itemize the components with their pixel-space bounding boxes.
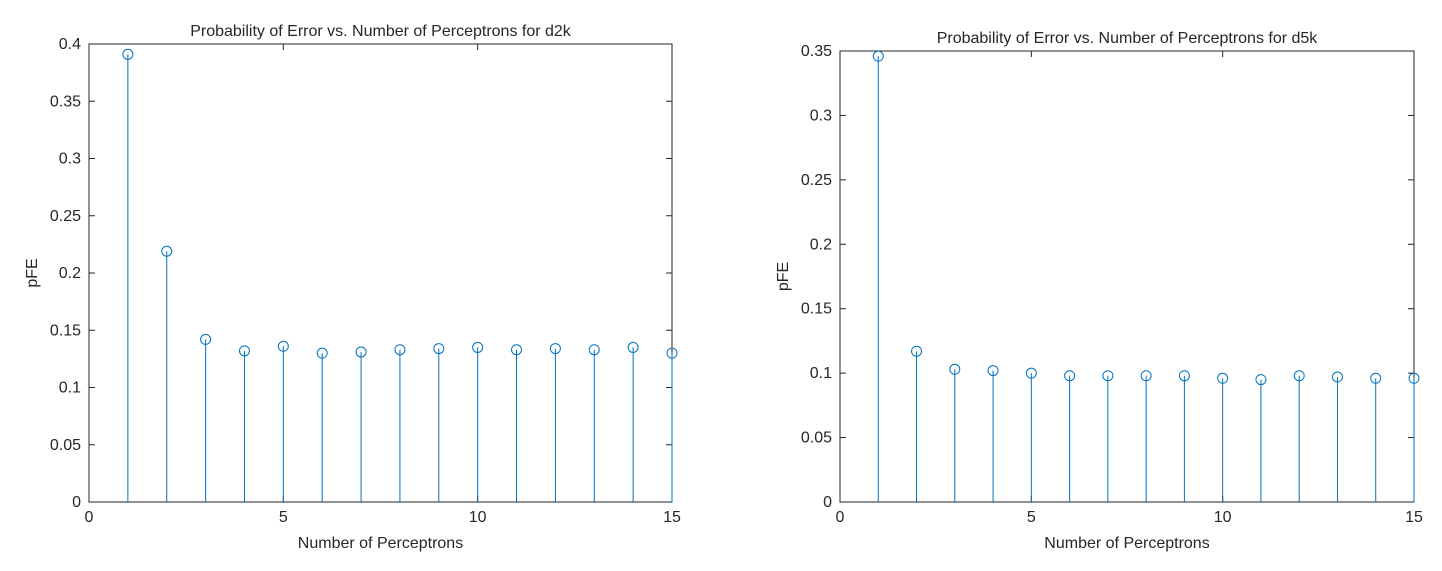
stem-marker — [1140, 370, 1152, 382]
stem-marker — [1255, 374, 1267, 386]
stem-marker — [588, 344, 600, 356]
stem-marker — [911, 345, 923, 357]
y-tick-label: 0.05 — [801, 430, 832, 447]
y-tick-label: 0.3 — [810, 107, 832, 124]
stem-marker — [666, 347, 678, 359]
x-tick-label: 0 — [85, 509, 94, 526]
stem-marker — [355, 346, 367, 358]
stem-marker — [277, 340, 289, 352]
x-tick-label: 15 — [663, 509, 681, 526]
stem-marker — [1217, 372, 1229, 384]
stem-marker — [394, 344, 406, 356]
y-axis-label: pFE — [775, 262, 792, 291]
stem-marker — [627, 341, 639, 353]
stem-marker — [433, 343, 445, 355]
axes-box — [839, 50, 1415, 503]
x-axis-label: Number of Perceptrons — [1044, 535, 1209, 552]
x-axis-label: Number of Perceptrons — [298, 535, 463, 552]
axes-box — [88, 43, 673, 503]
y-tick-label: 0.35 — [50, 93, 81, 110]
y-tick-label: 0.15 — [801, 301, 832, 318]
stem-marker — [987, 365, 999, 377]
stem-marker — [1331, 371, 1343, 383]
stem-marker — [472, 341, 484, 353]
y-tick-label: 0.2 — [810, 236, 832, 253]
y-tick-label: 0.05 — [50, 437, 81, 454]
stem-marker — [1064, 370, 1076, 382]
plot-d2k: Probability of Error vs. Number of Perce… — [24, 23, 681, 552]
x-tick-label: 5 — [279, 509, 288, 526]
x-tick-label: 15 — [1405, 509, 1423, 526]
stem-marker — [1293, 370, 1305, 382]
plot-d5k: Probability of Error vs. Number of Perce… — [775, 30, 1423, 552]
stem-marker — [1102, 370, 1114, 382]
stem-marker — [1178, 370, 1190, 382]
y-tick-label: 0.4 — [59, 36, 81, 53]
stem-marker — [872, 50, 884, 62]
y-tick-label: 0.3 — [59, 151, 81, 168]
stem-marker — [238, 345, 250, 357]
stem-marker — [122, 48, 134, 60]
y-tick-label: 0.2 — [59, 265, 81, 282]
stem-marker — [1408, 372, 1420, 384]
x-tick-label: 5 — [1027, 509, 1036, 526]
stem-marker — [949, 363, 961, 375]
stem-marker — [200, 333, 212, 345]
y-tick-label: 0.15 — [50, 322, 81, 339]
y-tick-label: 0.1 — [59, 380, 81, 397]
y-axis-label: pFE — [24, 258, 41, 287]
stem-marker — [316, 347, 328, 359]
stem-marker — [1025, 367, 1037, 379]
y-tick-label: 0.25 — [801, 172, 832, 189]
stem-marker — [511, 344, 523, 356]
y-tick-label: 0 — [72, 494, 81, 511]
chart-title: Probability of Error vs. Number of Perce… — [937, 30, 1319, 47]
stem-marker — [549, 343, 561, 355]
y-tick-label: 0.35 — [801, 43, 832, 60]
stem-marker — [161, 245, 173, 257]
x-tick-label: 10 — [469, 509, 487, 526]
x-tick-label: 0 — [836, 509, 845, 526]
chart-title: Probability of Error vs. Number of Perce… — [190, 23, 572, 40]
y-tick-label: 0.25 — [50, 208, 81, 225]
x-tick-label: 10 — [1214, 509, 1232, 526]
stem-marker — [1370, 372, 1382, 384]
y-tick-label: 0.1 — [810, 365, 832, 382]
y-tick-label: 0 — [823, 494, 832, 511]
